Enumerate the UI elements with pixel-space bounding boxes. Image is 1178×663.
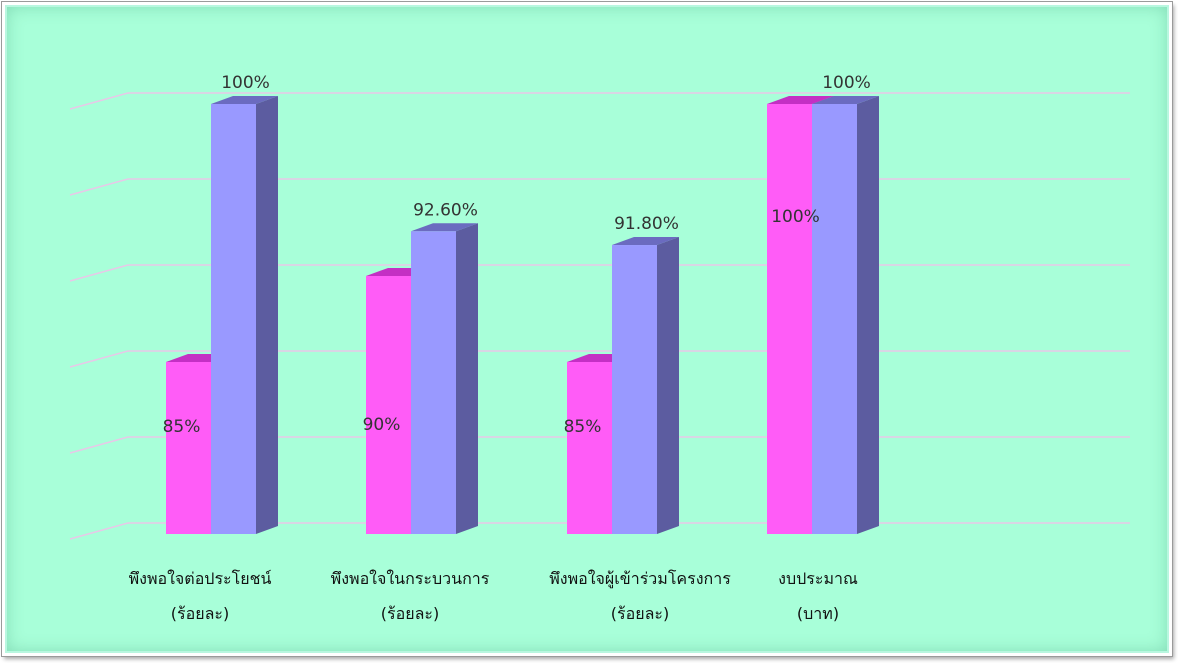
gridlines [69, 92, 1130, 540]
data-label-series1-4: 100% [771, 207, 820, 227]
gridline-depth [69, 92, 129, 110]
gridline-depth [69, 264, 129, 282]
data-label-series1-2: 90% [363, 415, 401, 435]
category-label-2-line2: (ร้อยละ) [381, 604, 439, 623]
bar-series2-1 [211, 96, 278, 534]
gridline-depth [69, 178, 129, 196]
bars [166, 96, 879, 535]
data-label-series2-3: 91.80% [614, 214, 679, 234]
gridline-depth [69, 436, 129, 454]
category-label-4-line2: (บาท) [797, 604, 839, 623]
gridline-depth [69, 350, 129, 368]
category-label-4-line1: งบประมาณ [778, 569, 858, 588]
data-label-series2-2: 92.60% [413, 200, 478, 220]
bar-series2-4 [812, 96, 879, 534]
bar-series2-2 [411, 223, 478, 534]
gridline-depth [69, 522, 129, 540]
category-label-3-line1: พึงพอใจผู้เข้าร่วมโครงการ [549, 569, 731, 589]
category-label-3-line2: (ร้อยละ) [611, 604, 669, 623]
category-labels: พึงพอใจต่อประโยชน์ (ร้อยละ) พึงพอใจในกระบว… [129, 569, 858, 623]
data-labels: 85% 90% 85% 100% 100% 92.60% 91.80% 100% [163, 73, 871, 437]
data-label-series1-3: 85% [564, 417, 602, 437]
data-label-series1-1: 85% [163, 417, 201, 437]
category-label-2-line1: พึงพอใจในกระบวนการ [331, 569, 490, 588]
category-label-1-line1: พึงพอใจต่อประโยชน์ [129, 569, 272, 588]
data-label-series2-1: 100% [221, 73, 270, 93]
data-label-series2-4: 100% [822, 73, 871, 93]
category-label-1-line2: (ร้อยละ) [171, 604, 229, 623]
bar-series2-3 [612, 237, 679, 535]
